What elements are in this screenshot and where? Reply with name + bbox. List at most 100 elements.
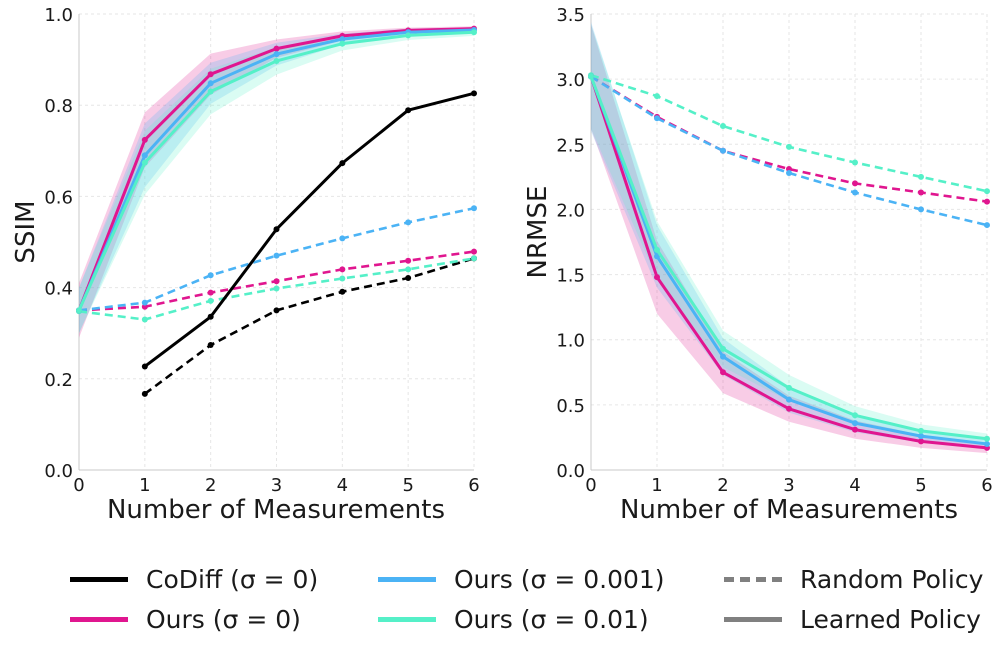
ssim-point-ours01-random — [141, 316, 148, 323]
nrmse-band-ours0 — [591, 24, 987, 454]
nrmse-point-ours001-random — [654, 115, 660, 122]
legend-item-ours-001: Ours (σ = 0.01) — [378, 599, 649, 639]
ssim-point-codiff-random — [405, 275, 412, 282]
nrmse-point-ours001-learned — [786, 396, 792, 403]
ssim-y-tick-label: 0.0 — [44, 461, 73, 482]
ssim-point-codiff-learned — [207, 313, 214, 320]
ssim-point-ours001-random — [339, 235, 346, 242]
nrmse-point-ours001-random — [918, 206, 924, 213]
nrmse-point-ours01-learned — [918, 427, 924, 434]
ssim-point-ours01-random — [471, 255, 477, 262]
legend-label-ours-0: Ours (σ = 0) — [146, 604, 301, 634]
ssim-point-codiff-random — [141, 390, 148, 397]
ssim-point-codiff-learned — [339, 160, 346, 167]
nrmse-point-ours01-random — [984, 188, 990, 195]
ssim-x-tick-label: 3 — [271, 475, 282, 496]
nrmse-x-tick-label: 0 — [585, 475, 596, 496]
ssim-band-ours0 — [79, 26, 474, 338]
ssim-point-ours01-learned — [141, 159, 148, 166]
nrmse-point-ours001-learned — [654, 253, 660, 260]
ssim-x-tick-label: 5 — [402, 475, 413, 496]
ssim-point-codiff-random — [339, 288, 346, 295]
ssim-point-ours0-learned — [141, 136, 148, 143]
ssim-point-codiff-learned — [405, 107, 412, 114]
legend-label-random-policy: Random Policy — [800, 564, 984, 594]
legend-item-learned-policy: Learned Policy — [724, 599, 981, 639]
nrmse-point-ours01-random — [786, 143, 792, 150]
ssim-point-ours001-learned — [339, 36, 346, 43]
nrmse-point-ours0-learned — [918, 438, 924, 445]
ssim-x-tick-label: 6 — [468, 475, 479, 496]
legend-swatch-ours-0001 — [378, 576, 436, 582]
ssim-point-codiff-learned — [471, 90, 477, 97]
nrmse-point-ours0-learned — [852, 426, 858, 433]
ssim-point-ours01-learned — [207, 88, 214, 95]
legend-swatch-ours-0 — [70, 616, 128, 622]
legend-swatch-ours-001 — [378, 616, 436, 622]
ssim-plot: 0 1 2 3 4 5 6 0.0 0.2 0.4 0.6 0.8 1.0 Number of Measu… — [11, 5, 480, 525]
nrmse-point-ours01-learned — [984, 435, 990, 442]
ssim-point-codiff-random — [207, 342, 214, 349]
nrmse-y-tick-label: 1.0 — [556, 331, 585, 352]
nrmse-x-tick-label: 1 — [651, 475, 662, 496]
figure: 0 1 2 3 4 5 6 0.0 0.2 0.4 0.6 0.8 1.0 Number of Measu… — [11, 5, 993, 525]
ssim-x-tick-label: 0 — [73, 475, 84, 496]
ssim-point-ours01-learned — [273, 57, 280, 64]
ssim-x-tick-label: 2 — [205, 475, 216, 496]
ssim-band-ours01 — [79, 28, 474, 334]
legend-label-learned-policy: Learned Policy — [800, 604, 981, 634]
nrmse-point-ours01-learned — [852, 412, 858, 419]
nrmse-point-ours0-random — [852, 180, 858, 187]
ssim-point-codiff-random — [273, 307, 280, 314]
nrmse-point-ours001-learned — [720, 353, 726, 360]
ssim-x-tick-label: 1 — [139, 475, 150, 496]
legend-item-ours-0: Ours (σ = 0) — [70, 599, 301, 639]
ssim-point-ours0-learned — [273, 45, 280, 52]
nrmse-x-axis-label: Number of Measurements — [620, 495, 958, 525]
nrmse-point-ours01-random — [852, 159, 858, 166]
nrmse-y-tick-label: 3.5 — [556, 5, 585, 26]
nrmse-y-axis-label: NRMSE — [523, 186, 553, 279]
nrmse-point-ours0-learned — [654, 274, 660, 281]
ssim-point-ours01-random — [339, 275, 346, 282]
ssim-band-ours001 — [79, 27, 474, 334]
nrmse-point-ours001-random — [786, 169, 792, 176]
ssim-point-ours01-random — [405, 266, 412, 273]
nrmse-point-ours001-random — [852, 189, 858, 196]
nrmse-point-ours001-learned — [852, 420, 858, 427]
ssim-point-ours001-random — [141, 299, 148, 306]
nrmse-x-tick-label: 6 — [981, 475, 992, 496]
ssim-point-ours0-random — [207, 289, 214, 296]
ssim-y-axis-label: SSIM — [11, 200, 41, 263]
ssim-x-axis-label: Number of Measurements — [107, 495, 445, 525]
nrmse-point-ours0-learned — [720, 369, 726, 376]
nrmse-point-ours01-random — [720, 123, 726, 130]
nrmse-x-tick-label: 3 — [783, 475, 794, 496]
nrmse-point-ours01-learned — [786, 384, 792, 391]
nrmse-x-tick-label: 5 — [915, 475, 926, 496]
legend-swatch-codiff — [70, 576, 128, 582]
nrmse-point-ours0-learned — [786, 405, 792, 412]
ssim-y-tick-label: 0.4 — [44, 279, 73, 300]
nrmse-y-tick-label: 0.5 — [556, 396, 585, 417]
nrmse-point-ours01-learned — [720, 345, 726, 352]
ssim-point-ours0-learned — [207, 71, 214, 78]
nrmse-y-tick-label: 2.0 — [556, 200, 585, 221]
legend-item-ours-0001: Ours (σ = 0.001) — [378, 559, 665, 599]
ssim-y-tick-label: 0.2 — [44, 370, 73, 391]
ssim-point-codiff-learned — [141, 363, 148, 370]
legend-swatch-learned-policy — [724, 616, 782, 622]
ssim-point-ours0-random — [339, 266, 346, 273]
ssim-point-ours001-learned — [141, 152, 148, 159]
nrmse-point-ours001-learned — [984, 440, 990, 447]
ssim-y-tick-label: 0.8 — [44, 96, 73, 117]
nrmse-y-tick-label: 0.0 — [556, 461, 585, 482]
ssim-point-ours0-random — [273, 278, 280, 285]
nrmse-point-ours001-random — [720, 147, 726, 154]
ssim-y-tick-label: 0.6 — [44, 187, 73, 208]
ssim-point-ours001-learned — [207, 80, 214, 87]
ssim-point-ours001-random — [273, 252, 280, 259]
nrmse-point-ours0-random — [984, 198, 990, 205]
ssim-point-ours0-random — [471, 248, 477, 255]
ssim-y-tick-label: 1.0 — [44, 5, 73, 26]
